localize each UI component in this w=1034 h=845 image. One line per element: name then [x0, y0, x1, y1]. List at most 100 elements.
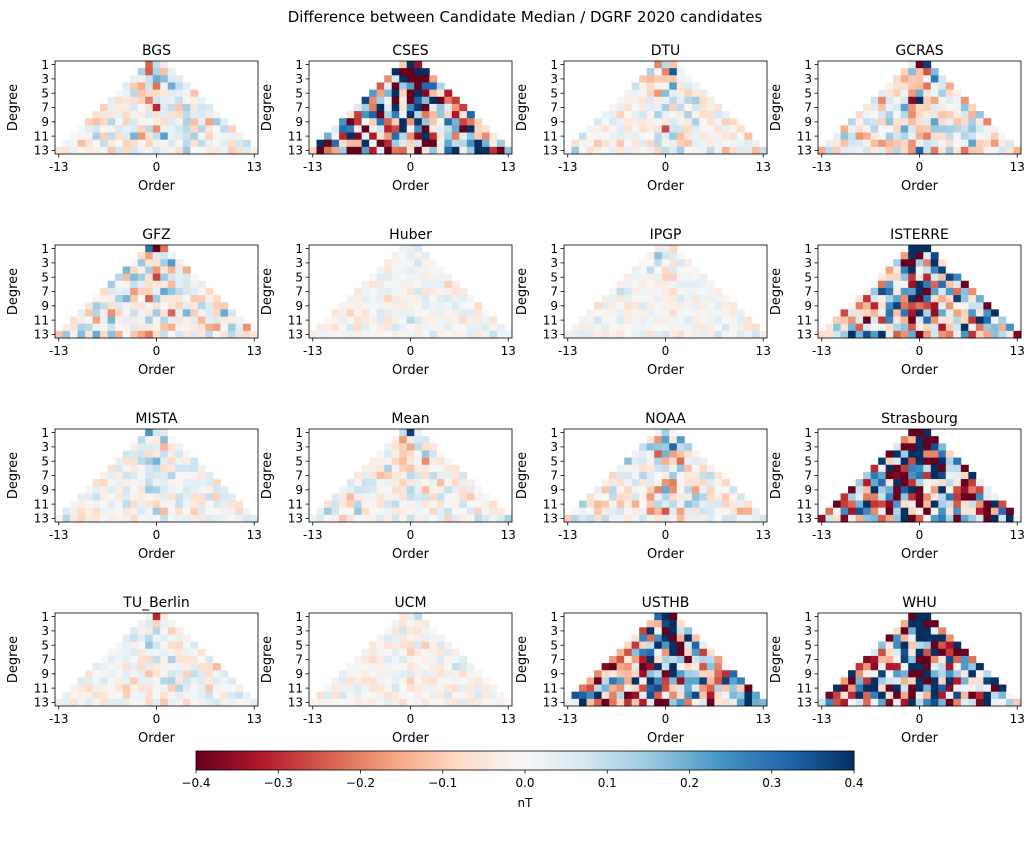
heatmap-cell	[729, 330, 738, 339]
heatmap-cell	[115, 500, 124, 509]
heatmap-cell	[167, 493, 176, 501]
heatmap-cell	[863, 500, 872, 509]
heatmap-cell	[92, 295, 101, 303]
heatmap-cell	[601, 479, 610, 487]
heatmap-cell	[975, 684, 984, 693]
heatmap-cell	[624, 670, 633, 678]
heatmap-cell	[908, 89, 917, 98]
heatmap-cell	[639, 309, 648, 317]
heatmap-cell	[923, 684, 932, 693]
y-tick-label: 9	[804, 299, 812, 313]
colorbar-segment	[825, 751, 830, 770]
colorbar-segment	[450, 751, 456, 770]
heatmap-cell	[100, 323, 109, 332]
heatmap-cell	[100, 663, 109, 671]
heatmap-cell	[466, 146, 475, 155]
heatmap-cell	[624, 677, 633, 685]
colorbar-tick-label: 0.1	[598, 776, 617, 790]
heatmap-cell	[893, 486, 902, 494]
y-axis-label: Degree	[6, 452, 21, 499]
heatmap-cell	[444, 295, 453, 303]
heatmap-cell	[481, 309, 490, 317]
heatmap-cell	[85, 486, 93, 494]
heatmap-cell	[197, 316, 206, 325]
heatmap-cell	[885, 479, 894, 487]
heatmap-cell	[691, 500, 700, 509]
heatmap-cell	[205, 677, 214, 685]
heatmap-cell	[100, 146, 109, 155]
heatmap-cell	[160, 471, 169, 480]
heatmap-cell	[639, 648, 648, 657]
heatmap-cell	[70, 500, 78, 509]
heatmap-cell	[77, 507, 86, 516]
heatmap-cells	[309, 613, 513, 707]
heatmap-cell	[631, 323, 640, 332]
heatmap-cell	[564, 330, 572, 339]
heatmap-cell	[900, 641, 909, 650]
heatmap-cell	[1005, 146, 1014, 155]
heatmap-cell	[908, 641, 917, 650]
heatmap-cell	[691, 648, 700, 657]
heatmap-cell	[384, 139, 393, 148]
heatmap-cell	[429, 302, 438, 310]
heatmap-cell	[391, 648, 400, 657]
heatmap-cell	[414, 252, 423, 260]
heatmap-cell	[107, 287, 116, 296]
heatmap-cell	[451, 514, 460, 523]
colorbar-segment	[730, 751, 736, 770]
heatmap-cell	[130, 691, 139, 700]
colorbar-segment	[393, 751, 399, 770]
heatmap-cell	[855, 118, 864, 126]
heatmap-cell	[953, 118, 962, 126]
heatmap-cell	[354, 125, 363, 133]
heatmap-cell	[990, 677, 999, 685]
heatmap-cell	[714, 139, 723, 148]
heatmap-cell	[197, 323, 206, 332]
heatmap-cell	[855, 316, 864, 325]
heatmap-cell	[654, 125, 663, 133]
heatmap-cell	[444, 486, 453, 494]
heatmap-cell	[676, 103, 685, 112]
heatmap-cell	[444, 280, 453, 289]
colorbar-segment	[784, 751, 789, 770]
heatmap-cell	[414, 287, 423, 296]
heatmap-cell	[339, 514, 347, 523]
heatmap-cell	[55, 514, 63, 523]
heatmap-cell	[399, 500, 408, 509]
heatmap-cell	[130, 471, 139, 480]
heatmap-cell	[489, 691, 498, 700]
heatmap-cell	[1005, 691, 1014, 700]
heatmap-cell	[190, 330, 199, 339]
heatmap-cell	[324, 146, 332, 155]
heatmap-cell	[953, 479, 962, 487]
heatmap-cell	[699, 139, 708, 148]
heatmap-cell	[759, 514, 768, 523]
heatmap-cell	[915, 302, 924, 310]
heatmap-cell	[205, 287, 214, 296]
heatmap-cell	[714, 691, 723, 700]
heatmap-cell	[100, 287, 109, 296]
heatmap-cell	[100, 493, 109, 501]
heatmap-cell	[930, 309, 939, 317]
heatmap-cell	[197, 486, 206, 494]
heatmap-cell	[145, 280, 154, 289]
heatmap-cell	[115, 139, 124, 148]
heatmap-cell	[444, 323, 453, 332]
heatmap-cell	[444, 316, 453, 325]
heatmap-cell	[833, 330, 841, 339]
heatmap-cell	[616, 493, 625, 501]
heatmap-cell	[654, 75, 663, 83]
heatmap-cell	[923, 634, 932, 643]
heatmap-cell	[908, 103, 917, 112]
heatmap-cell	[998, 500, 1007, 509]
x-tick-label: 0	[662, 528, 670, 542]
heatmap-cell	[571, 146, 580, 155]
heatmap-cell	[451, 493, 460, 501]
heatmap-cell	[691, 634, 700, 643]
heatmap-cell	[160, 493, 169, 501]
heatmap-cell	[870, 125, 879, 133]
heatmap-cell	[421, 273, 430, 282]
heatmap-cell	[878, 302, 887, 310]
x-tick-label: 0	[662, 344, 670, 358]
heatmap-cell	[631, 330, 640, 339]
